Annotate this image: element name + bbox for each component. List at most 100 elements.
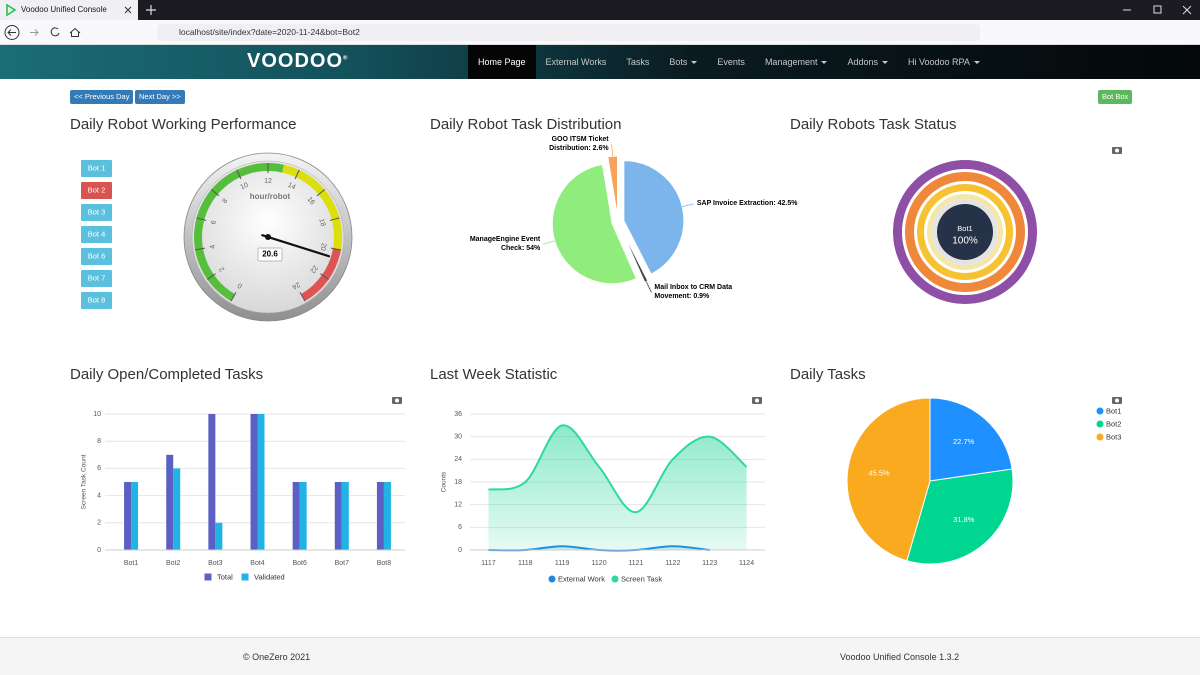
menu: Home Page External Works Tasks Bots Events Ma…: [468, 45, 990, 79]
gauge-pivot: [265, 234, 271, 240]
gauge-tick-label: 12: [264, 178, 272, 185]
menu-item[interactable]: Events: [717, 57, 745, 67]
bar: [250, 414, 258, 550]
bot-button[interactable]: [81, 248, 112, 265]
camera-icon[interactable]: [752, 397, 762, 404]
gauge-tick: [236, 169, 242, 180]
bar: [166, 454, 174, 550]
gauge-tick: [294, 169, 300, 180]
url-field[interactable]: localhost/site/index?date=2020-11-24&bot…: [157, 24, 980, 41]
x-tick-label: 1123: [702, 560, 717, 567]
brand[interactable]: VOODOO®: [247, 50, 348, 73]
x-tick-label: 1120: [592, 560, 607, 567]
legend-label[interactable]: Bot3: [1106, 432, 1121, 441]
nav-icons: [4, 25, 81, 40]
gauge-tick: [329, 217, 340, 221]
url-text: localhost/site/index?date=2020-11-24&bot…: [179, 27, 360, 37]
new-tab[interactable]: [146, 5, 156, 15]
bar: [334, 482, 342, 550]
back-button[interactable]: [4, 25, 20, 40]
y-tick-label: 24: [454, 456, 462, 463]
bot-box-button[interactable]: Bot Box: [1098, 90, 1133, 104]
bot-button-label: Bot 2: [88, 185, 106, 194]
brand-text: VOODOO: [247, 50, 344, 72]
bar: [341, 482, 349, 550]
menu-item[interactable]: Bots: [659, 45, 707, 79]
navbar: VOODOO® Home Page External Works Tasks Bots…: [0, 45, 1200, 79]
gauge-value: 20.6: [262, 250, 278, 259]
reload-button[interactable]: [50, 27, 60, 37]
x-tick-label: Bot8: [377, 560, 392, 567]
x-tick-label: 1117: [481, 560, 496, 567]
browser-tab[interactable]: Voodoo Unified Console: [0, 0, 138, 20]
gauge-tick-label: 6: [210, 220, 218, 226]
x-tick-label: 1119: [555, 560, 570, 567]
brand-mark: ®: [343, 55, 349, 62]
camera-icon[interactable]: [1112, 147, 1122, 154]
legend-symbol: [1096, 420, 1104, 428]
back-arrow: [7, 29, 16, 36]
menu-item[interactable]: Home Page: [468, 45, 536, 79]
gauge-tick: [207, 273, 216, 280]
slice-label: 31.8%: [953, 515, 975, 524]
gauge-tick-label: 4: [209, 244, 217, 249]
menu-item[interactable]: Hi Voodoo RPA: [898, 45, 990, 79]
slice-label: 22.7%: [953, 437, 975, 446]
menu-item[interactable]: Management: [755, 45, 838, 79]
label-connector: [682, 203, 694, 207]
series-line: [488, 424, 748, 514]
chart-title: Daily Robot Working Performance: [70, 116, 296, 133]
bar: [383, 482, 391, 550]
gauge-tick: [316, 189, 326, 197]
gauge-tick-label: 16: [305, 196, 315, 207]
gauge-tick-label: 24: [291, 280, 301, 290]
pie-slice: [929, 397, 1013, 482]
label-connector: [645, 281, 652, 293]
bar: [376, 482, 384, 550]
menu-item[interactable]: Addons: [837, 45, 898, 79]
maximize[interactable]: [1153, 5, 1162, 14]
bot-button[interactable]: [81, 226, 112, 243]
bot-button[interactable]: [81, 182, 112, 199]
gauge-tick: [230, 292, 237, 302]
legend-label[interactable]: Total: [217, 572, 233, 581]
menu-item[interactable]: External Works: [545, 57, 607, 67]
y-tick-label: 12: [454, 502, 462, 509]
y-tick-label: 6: [97, 465, 101, 472]
pie-slice: [620, 227, 649, 283]
gauge-tick: [210, 189, 220, 197]
next-day-button[interactable]: Next Day >>: [135, 90, 185, 104]
y-tick-label: 2: [97, 520, 101, 527]
gauge-tick: [195, 247, 206, 251]
camera-icon[interactable]: [1112, 397, 1122, 404]
y-tick-label: 10: [93, 411, 101, 418]
legend-label[interactable]: External Work: [558, 574, 605, 583]
y-axis-title: Counts: [441, 471, 448, 492]
x-tick-label: Bot2: [166, 560, 181, 567]
legend-label[interactable]: Validated: [254, 572, 285, 581]
home-button[interactable]: [69, 27, 81, 37]
label-connector: [611, 144, 614, 157]
close-window[interactable]: [1182, 5, 1192, 15]
bot-button[interactable]: [81, 204, 112, 221]
bar: [131, 482, 139, 550]
legend-label[interactable]: Screen Task: [621, 574, 662, 583]
previous-day-button[interactable]: << Previous Day: [70, 90, 134, 104]
x-tick-label: 1121: [628, 560, 643, 567]
bot-button[interactable]: [81, 270, 112, 287]
tab-close[interactable]: [124, 6, 132, 14]
address-bar: localhost/site/index?date=2020-11-24&bot…: [0, 20, 1200, 45]
data-label: ManageEngine Event Check: 54%: [469, 236, 541, 253]
forward-button[interactable]: [30, 29, 39, 36]
gauge-band: [282, 164, 342, 250]
bot-button[interactable]: [81, 160, 112, 177]
bar: [173, 468, 181, 550]
legend-label[interactable]: Bot2: [1106, 419, 1121, 428]
bot-button[interactable]: [81, 292, 112, 309]
y-tick-label: 4: [97, 492, 101, 499]
legend-label[interactable]: Bot1: [1106, 406, 1121, 415]
footer: © OneZero 2021 Voodoo Unified Console 1.…: [0, 637, 1200, 675]
pie-slice: [607, 155, 619, 217]
menu-item[interactable]: Tasks: [626, 57, 650, 67]
camera-icon[interactable]: [392, 397, 402, 404]
